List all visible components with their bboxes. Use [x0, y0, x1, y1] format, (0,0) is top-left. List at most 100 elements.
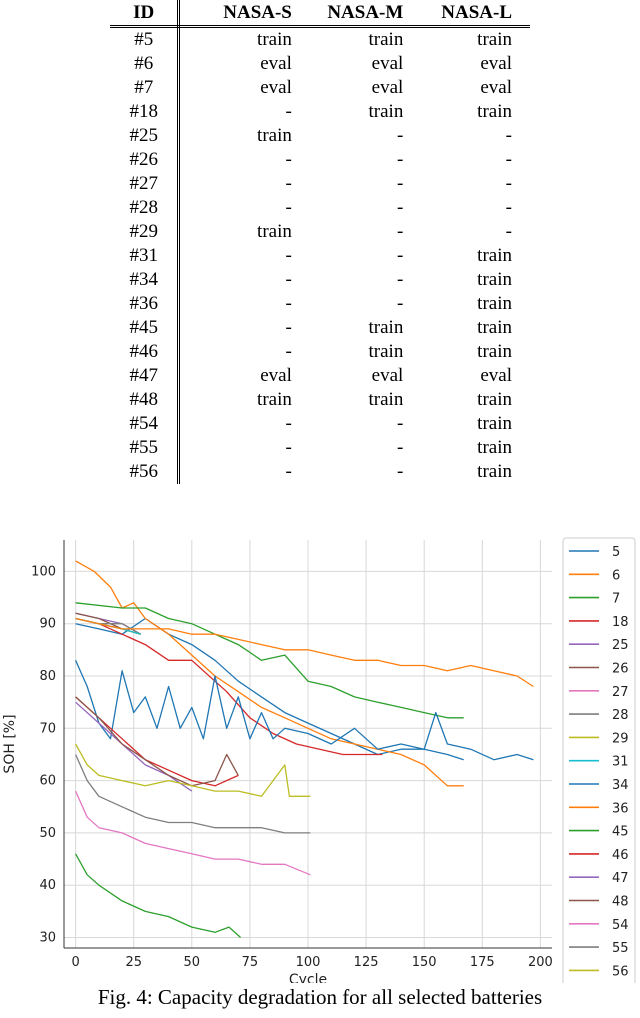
cell-split: train: [368, 29, 404, 50]
cell-split: train: [477, 269, 512, 290]
table-row: #31 - - train: [110, 244, 530, 268]
legend-entry: 5: [612, 545, 620, 560]
x-tick-label: 175: [470, 955, 495, 970]
y-tick-label: 100: [31, 564, 56, 579]
legend-entry: 46: [612, 848, 629, 863]
cell-split: train: [477, 413, 512, 434]
cell-split: train: [477, 293, 512, 314]
series-line-18: [75, 617, 383, 756]
cell-split: -: [285, 149, 292, 170]
series-line-7: [75, 602, 464, 719]
cell-split: -: [505, 173, 512, 194]
legend-entry: 7: [612, 592, 620, 607]
cell-split: train: [368, 341, 404, 362]
x-tick-label: 125: [354, 955, 379, 970]
series-line-6: [75, 560, 464, 787]
cell-id: #25: [110, 124, 181, 148]
y-tick-label: 30: [39, 931, 56, 946]
y-tick-label: 40: [39, 878, 56, 893]
grid: [64, 540, 552, 948]
cell-split: train: [257, 221, 292, 242]
cell-id: #55: [110, 436, 181, 460]
legend-entry: 31: [612, 755, 629, 770]
cell-split: eval: [480, 53, 512, 74]
cell-split: train: [368, 101, 404, 122]
series-line-5: [75, 617, 464, 761]
x-tick-label: 25: [125, 955, 142, 970]
series-line-47: [75, 701, 193, 792]
figure-caption: Fig. 4: Capacity degradation for all sel…: [97, 985, 543, 1009]
table-row: #28 - - -: [110, 196, 530, 220]
cell-split: train: [257, 29, 292, 50]
cell-split: -: [397, 221, 404, 242]
cell-split: -: [285, 245, 292, 266]
cell-id: #47: [110, 364, 181, 388]
table-row: #18 - train train: [110, 100, 530, 124]
cell-split: train: [368, 317, 404, 338]
cell-split: eval: [480, 365, 512, 386]
table-row: #6 eval eval eval: [110, 52, 530, 76]
table-row: #36 - - train: [110, 292, 530, 316]
cell-id: #5: [110, 26, 181, 52]
table-body: #5 train train train #6 eval eval eval #7 eval eva…: [110, 26, 530, 484]
cell-split: -: [285, 437, 292, 458]
cell-split: -: [505, 125, 512, 146]
legend-entry: 26: [612, 662, 629, 677]
cell-id: #28: [110, 196, 181, 220]
y-tick-label: 90: [39, 617, 56, 632]
legend-entry: 34: [612, 778, 629, 793]
table-row: #45 - train train: [110, 316, 530, 340]
cell-id: #48: [110, 388, 181, 412]
table-row: #26 - - -: [110, 148, 530, 172]
x-tick-label: 75: [242, 955, 259, 970]
tick-labels: 0 25 50 75 100 125 150 175 200 30 40 50 60 70 80 90 100: [31, 564, 553, 970]
table-row: #7 eval eval eval: [110, 76, 530, 100]
x-tick-label: 100: [296, 955, 321, 970]
legend-entry: 47: [612, 871, 629, 886]
legend-entry: 54: [612, 918, 629, 933]
cell-split: -: [285, 341, 292, 362]
table-row: #56 - - train: [110, 460, 530, 484]
cell-split: -: [285, 197, 292, 218]
series-line-45: [75, 853, 242, 938]
cell-split: -: [397, 437, 404, 458]
legend-entry: 48: [612, 895, 629, 910]
x-tick-label: 200: [528, 955, 553, 970]
cell-split: -: [285, 173, 292, 194]
cell-split: train: [477, 317, 512, 338]
table-header-row: ID NASA-S NASA-M NASA-L: [110, 0, 530, 28]
legend-entry: 56: [612, 964, 629, 979]
table-row: #25 train - -: [110, 124, 530, 148]
legend-entry: 27: [612, 685, 629, 700]
table-row: #29 train - -: [110, 220, 530, 244]
cell-id: #31: [110, 244, 181, 268]
cell-split: -: [397, 413, 404, 434]
legend-entry: 6: [612, 568, 620, 583]
cell-split: -: [397, 173, 404, 194]
cell-split: train: [257, 125, 292, 146]
cell-id: #34: [110, 268, 181, 292]
legend-entry: 28: [612, 708, 629, 723]
cell-split: -: [397, 149, 404, 170]
series-line-36: [75, 617, 534, 688]
cell-split: train: [477, 341, 512, 362]
cell-id: #27: [110, 172, 181, 196]
axes: [63, 540, 552, 949]
cell-split: -: [397, 461, 404, 482]
y-tick-label: 80: [39, 669, 56, 684]
series-line-56: [75, 743, 311, 797]
table-row: #46 - train train: [110, 340, 530, 364]
legend-entry: 29: [612, 731, 629, 746]
series-line-48: [75, 696, 239, 787]
x-axis-label: Cycle: [289, 972, 327, 983]
series-line-55: [75, 754, 311, 834]
table-row: #47 eval eval eval: [110, 364, 530, 388]
y-axis-label: SOH [%]: [2, 714, 18, 773]
cell-split: -: [285, 101, 292, 122]
cell-id: #45: [110, 316, 181, 340]
table-row: #48 train train train: [110, 388, 530, 412]
legend-entry: 45: [612, 825, 629, 840]
cell-split: -: [505, 221, 512, 242]
y-tick-label: 50: [39, 826, 56, 841]
